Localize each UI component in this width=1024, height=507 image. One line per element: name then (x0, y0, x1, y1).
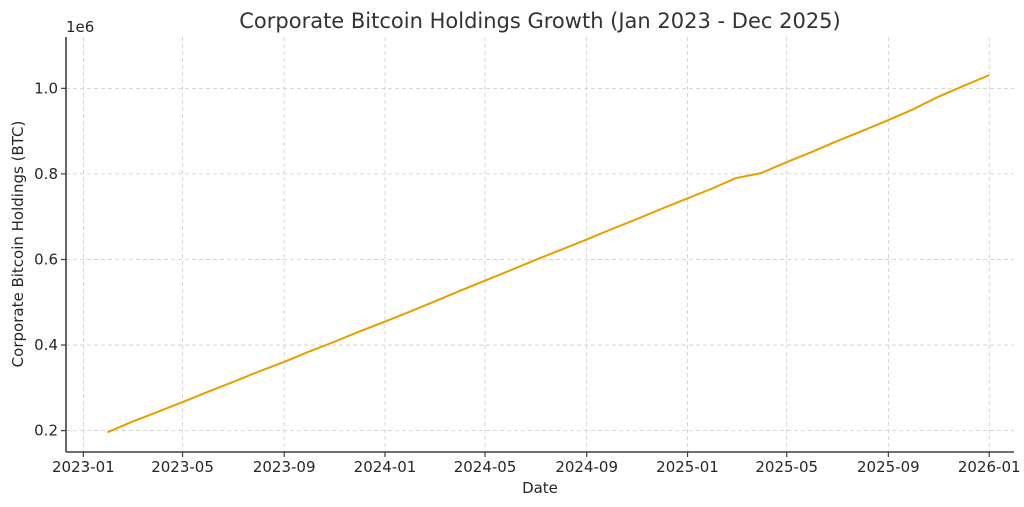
x-tick-label: 2024-05 (454, 458, 517, 476)
y-axis-offset-label: 1e6 (66, 18, 94, 36)
y-tick-label: 0.4 (34, 336, 58, 354)
x-tick-label: 2023-01 (52, 458, 115, 476)
y-axis-label: Corporate Bitcoin Holdings (BTC) (9, 121, 27, 368)
x-tick-label: 2023-09 (253, 458, 316, 476)
x-tick-label: 2023-05 (151, 458, 214, 476)
series-layer (107, 74, 990, 433)
x-tick-label: 2025-05 (755, 458, 818, 476)
holdings-line (107, 74, 990, 433)
y-tick-label: 0.2 (34, 422, 58, 440)
x-tick-label: 2024-01 (354, 458, 417, 476)
x-tick-label: 2024-09 (555, 458, 618, 476)
x-tick-label: 2025-09 (857, 458, 920, 476)
x-tick-label: 2025-01 (656, 458, 719, 476)
y-tick-label: 1.0 (34, 79, 58, 97)
y-tick-label: 0.6 (34, 250, 58, 268)
x-axis-label: Date (522, 479, 558, 497)
chart-title: Corporate Bitcoin Holdings Growth (Jan 2… (239, 9, 840, 33)
gridlines (66, 37, 1014, 452)
axes: 2023-01 2023-05 2023-09 2024-01 2024-05 2024-… (34, 37, 1021, 476)
x-tick-label: 2026-01 (958, 458, 1021, 476)
y-tick-label: 0.8 (34, 165, 58, 183)
